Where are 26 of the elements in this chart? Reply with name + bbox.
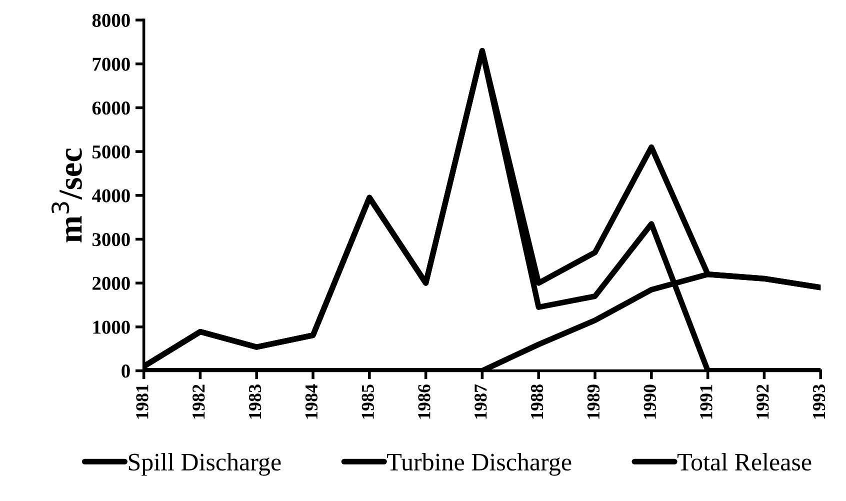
- legend-label: Turbine Discharge: [387, 453, 572, 476]
- y-tick-label: 4000: [92, 189, 130, 202]
- x-tick-label: 1988: [530, 384, 544, 419]
- y-tick-label: 6000: [92, 102, 130, 115]
- x-tick-label: 1990: [644, 384, 656, 419]
- legend-label: Total Release: [677, 453, 812, 471]
- y-axis-title: m$^{3}$/sec: [52, 148, 82, 242]
- x-tick-label: 1985: [362, 384, 374, 419]
- y-tick-label: 5000: [92, 145, 130, 158]
- x-tick-label: 1984: [305, 384, 318, 419]
- x-tick-label: 1989: [587, 384, 600, 419]
- x-tick-label: 1983: [248, 384, 262, 419]
- x-tick-label: 1987: [474, 384, 487, 419]
- y-tick-label: 1000: [93, 320, 130, 334]
- y-tick-label: 8000: [92, 14, 130, 27]
- y-tick-label: 7000: [92, 58, 130, 71]
- y-tick-label: 0: [122, 364, 130, 378]
- x-tick-label: 1991: [700, 384, 712, 419]
- legend-label: Spill Discharge: [128, 453, 281, 476]
- x-tick-label: 1986: [418, 384, 430, 419]
- y-tick-label: 3000: [92, 233, 130, 246]
- x-tick-label: 1993: [813, 384, 826, 419]
- x-tick-label: 1982: [192, 384, 205, 419]
- x-tick-label: 1992: [756, 384, 769, 419]
- x-tick-label: 1981: [136, 384, 148, 419]
- y-tick-label: 2000: [92, 276, 130, 290]
